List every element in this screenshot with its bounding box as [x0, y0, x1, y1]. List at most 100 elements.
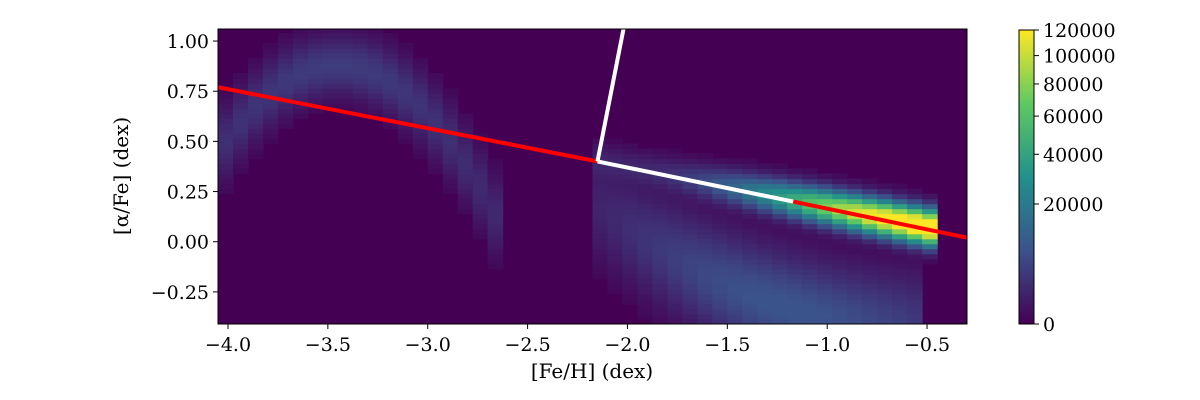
heatmap-cell — [607, 263, 624, 270]
heatmap-cell — [487, 263, 504, 270]
heatmap-cell — [667, 198, 683, 205]
heatmap-cell — [862, 308, 878, 315]
heatmap-cell — [248, 128, 264, 134]
heatmap-cell — [907, 193, 923, 200]
heatmap-cell — [697, 203, 713, 210]
heatmap-cell — [427, 108, 444, 114]
heatmap-cell — [652, 243, 668, 250]
heatmap-cell — [322, 38, 339, 44]
heatmap-cell — [622, 293, 639, 300]
heatmap-cell — [487, 228, 504, 235]
heatmap-cell — [233, 133, 249, 139]
heatmap-cell — [787, 308, 803, 315]
heatmap-cell — [592, 173, 609, 180]
heatmap-cell — [652, 263, 668, 270]
heatmap-cell — [412, 63, 429, 69]
heatmap-cell — [742, 283, 758, 290]
heatmap-cell — [682, 288, 698, 295]
heatmap-cell — [292, 103, 309, 109]
heatmap-cell — [802, 268, 818, 275]
heatmap-cell — [652, 203, 668, 210]
heatmap-cell — [742, 213, 758, 220]
heatmap-cell — [682, 283, 698, 290]
heatmap-cell — [697, 188, 713, 195]
heatmap-cell — [607, 198, 624, 205]
heatmap-cell — [757, 218, 773, 225]
heatmap-cell — [382, 53, 399, 59]
heatmap-cell — [712, 273, 728, 280]
heatmap-cell — [427, 118, 444, 124]
heatmap-cell — [892, 213, 908, 220]
heatmap-cell — [622, 273, 639, 280]
heatmap-cell — [427, 163, 444, 170]
heatmap-cell — [907, 208, 923, 215]
heatmap-cell — [847, 228, 863, 235]
heatmap-cell — [262, 68, 279, 74]
heatmap-cell — [787, 188, 803, 195]
heatmap-cell — [218, 148, 234, 154]
heatmap-cell — [412, 128, 429, 134]
heatmap-cell — [757, 233, 773, 240]
heatmap-cell — [262, 133, 279, 139]
heatmap-cell — [757, 223, 773, 230]
heatmap-cell — [847, 233, 863, 240]
heatmap-cell — [697, 293, 713, 300]
heatmap-cell — [682, 173, 698, 180]
heatmap-cell — [862, 238, 878, 245]
heatmap-cell — [742, 308, 758, 315]
heatmap-cell — [907, 298, 923, 305]
heatmap-cell — [412, 88, 429, 94]
heatmap-cell — [248, 103, 264, 109]
heatmap-cell — [802, 303, 818, 310]
heatmap-cell — [233, 153, 249, 159]
heatmap-cell — [412, 73, 429, 79]
heatmap-cell — [832, 218, 848, 225]
heatmap-cell — [667, 248, 683, 255]
heatmap-cell — [682, 218, 698, 225]
heatmap-cell — [772, 168, 788, 175]
heatmap-cell — [637, 183, 653, 190]
heatmap-cell — [877, 303, 893, 310]
heatmap-cell — [817, 319, 833, 324]
heatmap-cell — [727, 198, 743, 205]
heatmap-cell — [922, 248, 938, 255]
heatmap-cell — [682, 223, 698, 230]
heatmap-cell — [667, 223, 683, 230]
heatmap-cell — [607, 273, 624, 280]
heatmap-cell — [877, 319, 893, 324]
heatmap-cell — [277, 123, 294, 129]
heatmap-cell — [218, 188, 234, 195]
heatmap-cell — [697, 268, 713, 275]
heatmap-cell — [607, 143, 624, 149]
heatmap-cell — [382, 98, 399, 104]
heatmap-cell — [862, 314, 878, 320]
heatmap-cell — [832, 288, 848, 295]
heatmap-cell — [652, 308, 668, 315]
heatmap-cell — [697, 178, 713, 185]
heatmap-cell — [802, 223, 818, 230]
heatmap-cell — [412, 93, 429, 99]
heatmap-cell — [877, 228, 893, 235]
heatmap-cell — [802, 228, 818, 235]
heatmap-cell — [907, 293, 923, 300]
heatmap-cell — [712, 308, 728, 315]
heatmap-cell — [367, 78, 384, 84]
heatmap-cell — [322, 63, 339, 69]
red-fit-line-1 — [792, 199, 967, 240]
heatmap-cell — [262, 98, 279, 104]
heatmap-cell — [457, 148, 474, 154]
heatmap-cell — [442, 173, 459, 180]
heatmap-cell — [682, 213, 698, 220]
heatmap-cell — [892, 263, 908, 270]
heatmap-cell — [307, 58, 324, 64]
heatmap-cell — [322, 98, 339, 104]
heatmap-cell — [727, 288, 743, 295]
heatmap-cell — [218, 123, 234, 129]
heatmap-cell — [622, 228, 639, 235]
heatmap-cell — [667, 278, 683, 285]
heatmap-cell — [742, 243, 758, 250]
heatmap-cell — [592, 193, 609, 200]
heatmap-cell — [427, 83, 444, 89]
heatmap-cell — [382, 73, 399, 79]
heatmap-cell — [397, 53, 414, 59]
